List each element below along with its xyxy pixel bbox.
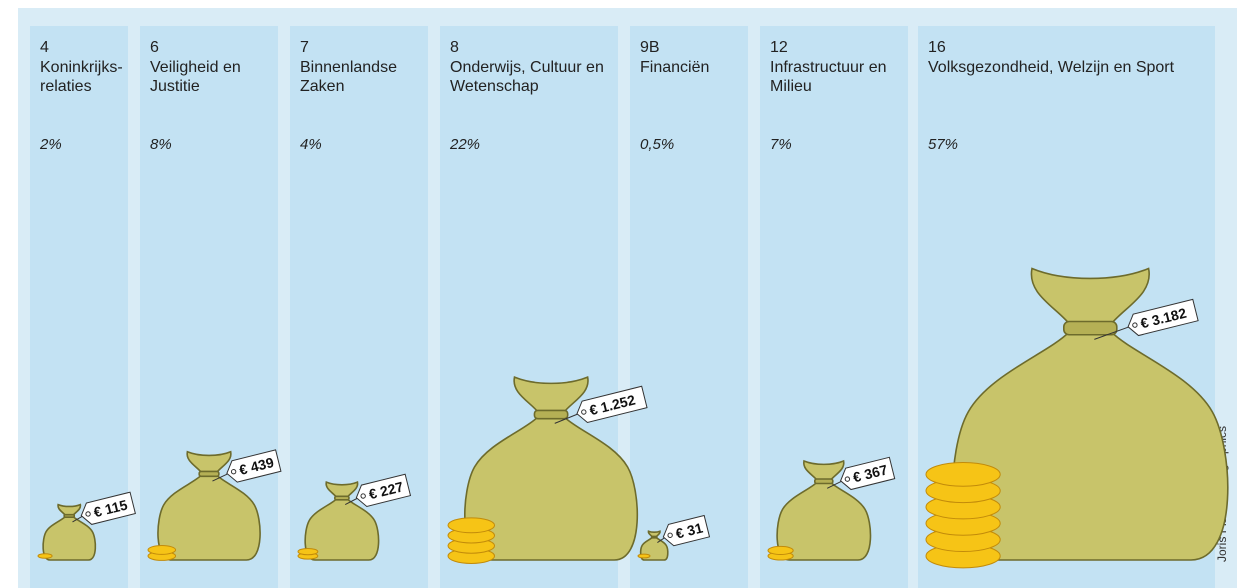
bag-string xyxy=(64,515,74,518)
bag-string xyxy=(199,471,219,476)
bag-top xyxy=(187,452,231,474)
bags-layer: € 115€ 439€ 227€ 1.252€ 31€ 367€ 3.182 xyxy=(0,0,1237,588)
bag-string xyxy=(1064,322,1117,335)
coin xyxy=(38,554,52,559)
coin xyxy=(298,548,318,554)
coin xyxy=(638,554,650,558)
bag-string xyxy=(815,479,833,483)
bag-top xyxy=(804,461,844,481)
bag-string xyxy=(652,536,657,537)
coin xyxy=(148,546,176,555)
coin xyxy=(926,463,1000,487)
bag-string xyxy=(534,410,567,418)
bag-top xyxy=(514,377,588,414)
coin xyxy=(768,546,793,554)
bag-body xyxy=(43,517,95,560)
coin xyxy=(448,518,495,533)
bag-string xyxy=(335,496,349,500)
bag-top xyxy=(326,482,357,498)
